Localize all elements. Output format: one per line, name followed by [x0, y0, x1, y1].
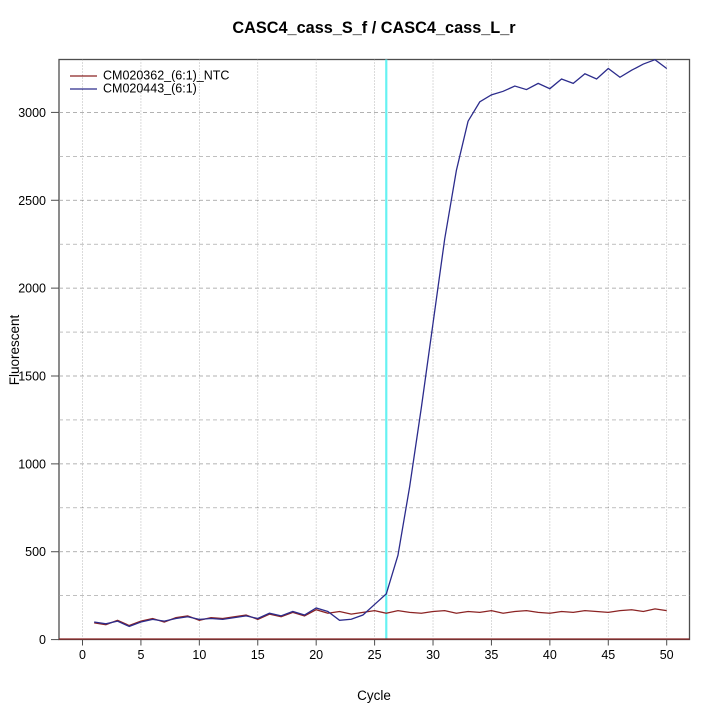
svg-text:0: 0	[79, 648, 86, 662]
svg-text:2000: 2000	[18, 282, 46, 296]
svg-text:CASC4_cass_S_f / CASC4_cass_L_: CASC4_cass_S_f / CASC4_cass_L_r	[232, 19, 516, 37]
svg-text:500: 500	[25, 545, 46, 559]
svg-text:20: 20	[309, 648, 323, 662]
svg-text:15: 15	[251, 648, 265, 662]
svg-text:35: 35	[484, 648, 498, 662]
svg-text:CM020443_(6:1): CM020443_(6:1)	[103, 82, 197, 96]
svg-text:10: 10	[192, 648, 206, 662]
svg-text:Fluorescent: Fluorescent	[7, 314, 22, 385]
svg-text:25: 25	[368, 648, 382, 662]
svg-text:5: 5	[137, 648, 144, 662]
svg-text:40: 40	[543, 648, 557, 662]
svg-text:1500: 1500	[18, 370, 46, 384]
svg-text:45: 45	[601, 648, 615, 662]
svg-text:Cycle: Cycle	[357, 688, 391, 703]
svg-text:0: 0	[39, 633, 46, 647]
svg-text:1000: 1000	[18, 457, 46, 471]
svg-text:3000: 3000	[18, 106, 46, 120]
svg-text:50: 50	[660, 648, 674, 662]
svg-text:30: 30	[426, 648, 440, 662]
svg-text:2500: 2500	[18, 194, 46, 208]
svg-text:CM020362_(6:1)_NTC: CM020362_(6:1)_NTC	[103, 69, 229, 83]
